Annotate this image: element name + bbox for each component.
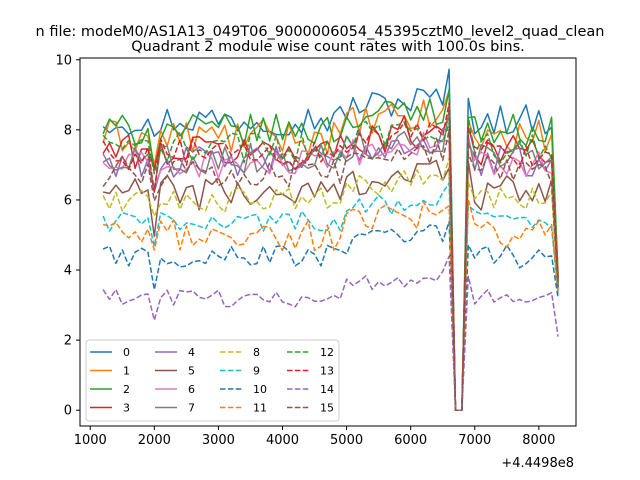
legend-label-3: 3 [123,402,130,415]
y-tick-label: 0 [64,404,72,419]
legend-label-4: 4 [188,346,195,359]
x-axis: 1000 2000 3000 4000 5000 6000 7000 8000 [74,426,555,448]
legend-label-15: 15 [320,402,334,415]
legend-label-10: 10 [253,383,267,396]
chart-suptitle: n file: modeM0/AS1A13_049T06_9000006054_… [36,24,605,40]
x-tick-label: 2000 [138,433,171,448]
series-line-13 [102,102,559,411]
series-line-14 [102,255,559,411]
series-line-15 [102,129,559,411]
y-tick-label: 8 [64,123,72,138]
series-layer [102,68,559,411]
legend-label-5: 5 [188,365,195,378]
x-tick-label: 8000 [522,433,555,448]
legend-label-8: 8 [253,346,260,359]
y-axis: 0 2 4 6 8 10 [55,53,80,419]
y-tick-label: 2 [64,334,72,349]
legend-label-11: 11 [253,402,267,415]
legend-label-13: 13 [320,365,334,378]
y-tick-label: 6 [64,193,72,208]
legend-box [85,339,340,422]
series-line-10 [102,220,559,411]
legend-label-1: 1 [123,365,130,378]
x-tick-label: 3000 [202,433,235,448]
x-offset-label: +4.4498e8 [501,456,574,471]
series-line-0 [102,68,559,411]
series-line-6 [102,131,559,411]
series-line-7 [102,108,559,411]
legend-label-6: 6 [188,383,195,396]
y-tick-label: 10 [55,53,72,68]
y-tick-label: 4 [64,264,72,279]
legend-label-14: 14 [320,383,334,396]
series-line-5 [102,159,559,411]
series-line-11 [102,198,559,411]
x-tick-label: 7000 [458,433,491,448]
legend-label-0: 0 [123,346,130,359]
plot-frame [79,57,577,427]
x-tick-label: 5000 [330,433,363,448]
legend-label-9: 9 [253,365,260,378]
x-tick-label: 4000 [266,433,299,448]
chart-title: Quadrant 2 module wise count rates with … [131,39,525,55]
series-line-8 [102,157,559,411]
legend-label-2: 2 [123,383,130,396]
x-tick-label: 1000 [74,433,107,448]
legend-label-12: 12 [320,346,334,359]
x-tick-label: 6000 [394,433,427,448]
series-line-12 [102,115,559,411]
legend-label-7: 7 [188,402,195,415]
series-line-9 [102,182,559,411]
